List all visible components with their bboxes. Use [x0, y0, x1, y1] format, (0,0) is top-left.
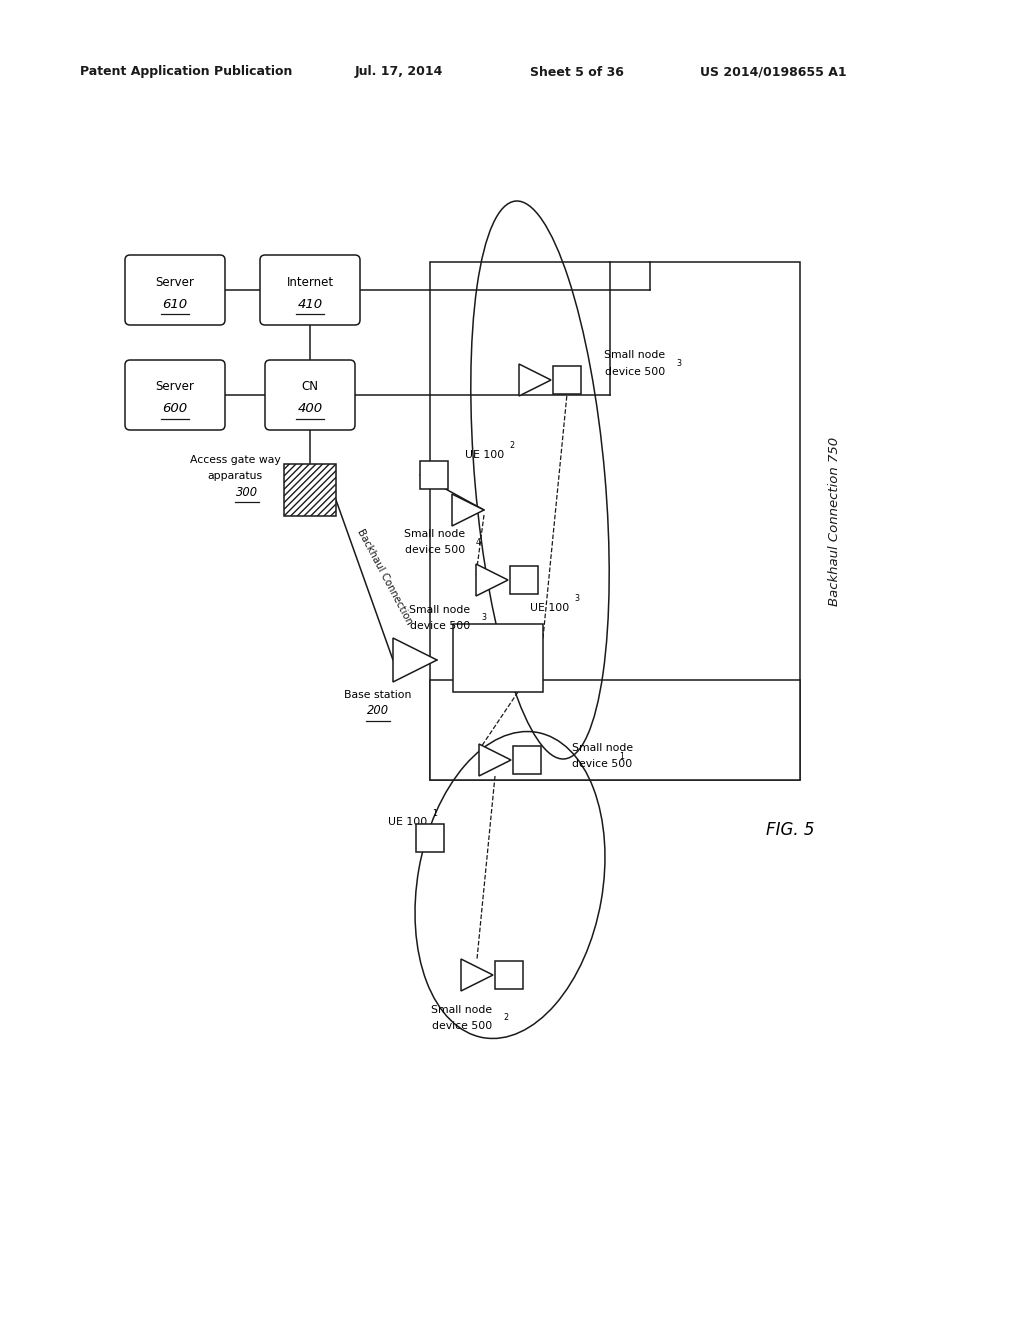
Text: Patent Application Publication: Patent Application Publication [80, 66, 293, 78]
Text: apparatus: apparatus [208, 471, 262, 480]
Text: 300: 300 [236, 486, 258, 499]
Text: Backhaul Connection: Backhaul Connection [355, 528, 415, 627]
Text: 3: 3 [574, 594, 579, 603]
Bar [284, 465, 336, 516]
Text: device 500: device 500 [605, 367, 666, 378]
Text: Jul. 17, 2014: Jul. 17, 2014 [355, 66, 443, 78]
Bar [495, 961, 523, 989]
Text: Small node: Small node [404, 529, 466, 539]
FancyBboxPatch shape [125, 255, 225, 325]
FancyBboxPatch shape [260, 255, 360, 325]
Polygon shape [452, 494, 484, 525]
Text: 3: 3 [676, 359, 681, 368]
Text: 2: 2 [503, 1012, 508, 1022]
Polygon shape [476, 564, 508, 597]
Bar [453, 624, 543, 692]
Bar [430, 680, 800, 780]
Text: UE 100: UE 100 [530, 603, 569, 612]
Bar [553, 366, 581, 393]
FancyBboxPatch shape [265, 360, 355, 430]
Text: UE 100: UE 100 [388, 817, 427, 828]
Polygon shape [461, 960, 493, 991]
Polygon shape [479, 744, 511, 776]
Text: Backhaul Connection 750: Backhaul Connection 750 [828, 437, 842, 606]
Text: Small node: Small node [431, 1005, 493, 1015]
Text: Server: Server [156, 380, 195, 393]
Text: 400: 400 [297, 403, 323, 416]
Text: 1: 1 [432, 809, 437, 818]
FancyBboxPatch shape [125, 360, 225, 430]
Polygon shape [519, 364, 551, 396]
Text: 2: 2 [509, 441, 514, 450]
Polygon shape [393, 638, 437, 682]
Text: device 500: device 500 [410, 620, 470, 631]
Text: 610: 610 [163, 297, 187, 310]
Text: UE 100: UE 100 [465, 450, 504, 459]
Text: Server: Server [156, 276, 195, 289]
Bar [510, 566, 538, 594]
Bar [416, 824, 444, 851]
Text: Small node: Small node [410, 605, 471, 615]
Text: 410: 410 [297, 297, 323, 310]
Text: Internet: Internet [287, 276, 334, 289]
Text: Access gate way: Access gate way [189, 455, 281, 465]
Bar [430, 261, 800, 780]
Text: device 500: device 500 [572, 759, 632, 770]
Text: Small node: Small node [572, 743, 633, 752]
Text: Small node: Small node [604, 350, 666, 360]
Text: 3: 3 [481, 612, 486, 622]
Text: Sheet 5 of 36: Sheet 5 of 36 [530, 66, 624, 78]
Text: 1: 1 [618, 752, 624, 762]
Bar [513, 746, 541, 774]
Text: device 500: device 500 [404, 545, 465, 554]
Text: US 2014/0198655 A1: US 2014/0198655 A1 [700, 66, 847, 78]
Text: Base station: Base station [344, 690, 412, 700]
Bar [420, 461, 449, 488]
Text: CN: CN [301, 380, 318, 393]
Text: device 500: device 500 [432, 1020, 493, 1031]
Text: 600: 600 [163, 403, 187, 416]
Text: 4: 4 [476, 539, 481, 546]
Text: FIG. 5: FIG. 5 [766, 821, 814, 840]
Text: 200: 200 [367, 705, 389, 718]
